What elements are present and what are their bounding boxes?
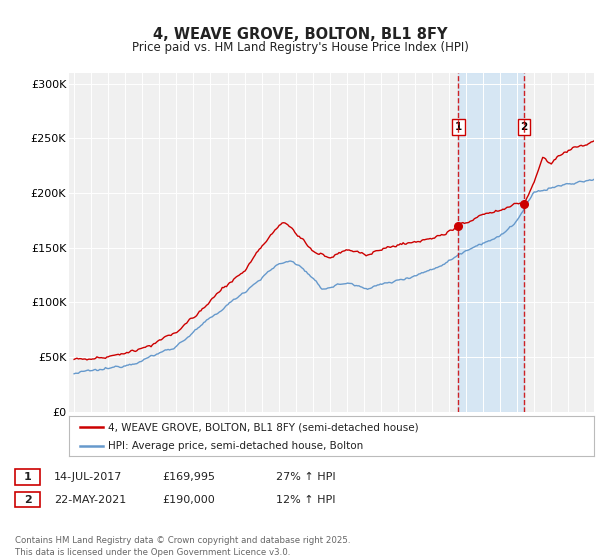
Text: 22-MAY-2021: 22-MAY-2021	[54, 494, 126, 505]
Text: 12% ↑ HPI: 12% ↑ HPI	[276, 494, 335, 505]
Text: 27% ↑ HPI: 27% ↑ HPI	[276, 472, 335, 482]
Text: Price paid vs. HM Land Registry's House Price Index (HPI): Price paid vs. HM Land Registry's House …	[131, 41, 469, 54]
Text: 14-JUL-2017: 14-JUL-2017	[54, 472, 122, 482]
Text: 4, WEAVE GROVE, BOLTON, BL1 8FY (semi-detached house): 4, WEAVE GROVE, BOLTON, BL1 8FY (semi-de…	[109, 422, 419, 432]
Text: HPI: Average price, semi-detached house, Bolton: HPI: Average price, semi-detached house,…	[109, 441, 364, 451]
Text: 1: 1	[24, 472, 31, 482]
Text: £190,000: £190,000	[162, 494, 215, 505]
Text: 2: 2	[24, 494, 31, 505]
Text: 2: 2	[520, 122, 527, 132]
Bar	[458, 73, 524, 412]
Text: 1: 1	[455, 122, 462, 132]
Text: Contains HM Land Registry data © Crown copyright and database right 2025.
This d: Contains HM Land Registry data © Crown c…	[15, 536, 350, 557]
Text: £169,995: £169,995	[162, 472, 215, 482]
Text: 4, WEAVE GROVE, BOLTON, BL1 8FY: 4, WEAVE GROVE, BOLTON, BL1 8FY	[153, 27, 447, 42]
